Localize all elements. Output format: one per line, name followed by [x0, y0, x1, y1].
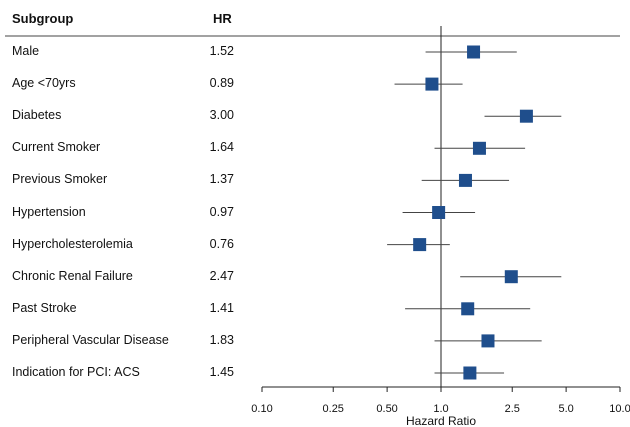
x-tick-label: 2.5 — [505, 403, 520, 415]
row-label: Past Stroke — [12, 300, 77, 315]
row-hr-value: 1.83 — [209, 332, 234, 347]
row-label: Hypertension — [12, 204, 86, 219]
x-tick-label: 5.0 — [558, 403, 573, 415]
row-label: Current Smoker — [12, 140, 101, 155]
x-tick-label: 1.0 — [433, 403, 448, 415]
row-label: Hypercholesterolemia — [12, 236, 133, 251]
hr-marker — [463, 366, 477, 380]
hr-marker — [519, 109, 533, 123]
subgroup-header: Subgroup — [12, 11, 74, 26]
row-hr-value: 0.89 — [209, 76, 234, 91]
hr-marker — [432, 206, 446, 219]
row-label: Age <70yrs — [12, 76, 76, 91]
hr-marker — [467, 45, 481, 59]
row-hr-value: 1.37 — [209, 172, 234, 187]
row-label: Previous Smoker — [12, 172, 108, 187]
row-hr-value: 0.97 — [209, 204, 234, 219]
x-axis-label: Hazard Ratio — [406, 414, 476, 427]
x-tick-label: 0.25 — [323, 403, 344, 415]
hr-marker — [461, 302, 475, 316]
row-label: Chronic Renal Failure — [12, 268, 133, 283]
row-hr-value: 1.41 — [209, 300, 234, 315]
hr-marker — [458, 173, 472, 187]
hr-marker — [413, 238, 427, 252]
row-label: Male — [12, 44, 40, 58]
hr-marker — [504, 270, 518, 284]
row-label: Diabetes — [12, 108, 62, 123]
row-hr-value: 0.76 — [209, 236, 234, 251]
x-tick-label: 0.10 — [251, 403, 272, 415]
x-tick-label: 0.50 — [376, 403, 397, 415]
row-hr-value: 1.52 — [209, 44, 234, 58]
hr-header: HR — [213, 11, 232, 26]
row-label: Indication for PCI: ACS — [12, 365, 140, 379]
row-hr-value: 1.64 — [209, 140, 234, 155]
row-hr-value: 1.45 — [209, 365, 234, 379]
x-tick-label: 10.0 — [609, 403, 630, 415]
hr-marker — [472, 141, 486, 155]
row-hr-value: 3.00 — [209, 108, 234, 123]
hr-marker — [425, 77, 439, 91]
row-hr-value: 2.47 — [209, 268, 234, 283]
row-label: Peripheral Vascular Disease — [12, 332, 169, 347]
hr-marker — [481, 334, 495, 348]
